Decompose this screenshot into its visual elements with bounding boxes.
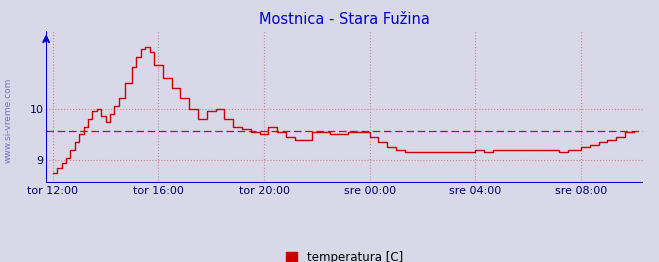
Legend: temperatura [C]: temperatura [C] xyxy=(281,246,408,262)
Text: www.si-vreme.com: www.si-vreme.com xyxy=(3,78,13,163)
Title: Mostnica - Stara Fužina: Mostnica - Stara Fužina xyxy=(259,13,430,28)
